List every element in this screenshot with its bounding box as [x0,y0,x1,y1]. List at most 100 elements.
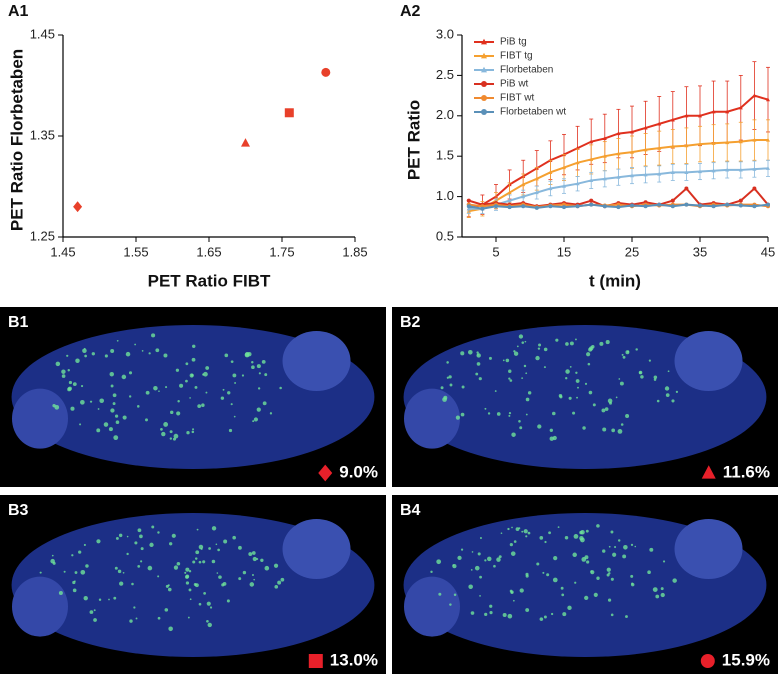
marker [711,109,716,114]
plaque [192,344,196,349]
plaque [198,602,202,606]
plaque [256,407,261,412]
plaque [189,598,192,601]
plaque [238,545,242,550]
plaque [280,577,285,582]
panel-label: A1 [8,3,29,20]
plaque [487,412,491,415]
marker [562,205,566,210]
plaque [548,531,551,535]
plaque [470,611,475,615]
plaque [151,333,156,338]
plaque [51,554,54,557]
plaque [202,373,205,376]
plaque [523,529,528,534]
plaque [160,428,163,431]
plaque [442,397,447,402]
plaque [576,396,578,399]
marker [481,52,487,59]
plaque [261,360,266,364]
plaque [83,543,86,547]
plaque [108,427,113,432]
marker [684,186,689,191]
marker [534,176,539,181]
plaque [604,407,609,411]
plaque [93,609,96,612]
plaque [460,548,464,551]
plaque [55,361,61,367]
plaque [99,398,105,404]
plaque [588,390,593,395]
plaque [110,349,115,353]
marker [657,171,662,176]
marker [766,166,770,170]
marker [548,170,553,174]
plaque [653,378,657,381]
plaque [217,548,220,552]
plaque [505,358,510,363]
marker [562,183,566,188]
plaque [610,530,614,534]
plaque [553,555,558,561]
plaque [622,554,627,559]
plaque [67,387,72,392]
marker [616,151,621,156]
plaque [184,571,187,574]
plaque [508,377,511,380]
plaque [238,577,242,581]
plaque [195,557,198,560]
plaque [196,528,199,531]
plaque [260,558,264,562]
plaque [622,355,626,359]
plaque [117,569,122,574]
plaque [550,612,554,616]
plaque [586,560,590,564]
plaque [525,397,530,402]
plaque [555,338,559,342]
plaque [85,564,89,568]
plaque [157,575,160,578]
plaque [626,350,630,353]
plaque [187,616,190,619]
plaque [557,526,560,529]
plaque [448,375,452,379]
plaque [461,385,465,389]
plaque [78,550,82,554]
marker [684,170,689,174]
marker [507,205,512,210]
marker [562,165,566,170]
plaque [537,424,542,429]
marker [481,38,487,45]
plaque [460,412,465,417]
x-tick-label: 1.75 [269,244,294,259]
plaque [251,365,255,370]
plaque [134,343,137,346]
plaque [116,339,119,342]
plaque [230,403,233,406]
marker [738,198,743,203]
plaque [125,351,131,357]
plaque [194,385,198,389]
plaque [634,545,637,548]
plaque [253,417,258,422]
plaque [195,550,200,555]
plaque [605,340,610,345]
plaque [653,375,658,379]
plaque [157,531,160,534]
plaque [619,381,624,386]
plaque [248,552,253,556]
plaque [68,380,73,385]
plaque [80,569,86,575]
plaque [234,382,237,384]
olfactory-bulb [404,388,460,449]
plaque [251,360,254,364]
plaque [274,585,279,589]
plaque [61,374,66,378]
plaque [508,414,511,417]
plaque [498,555,502,559]
cerebellum [282,519,351,579]
plaque [549,436,554,441]
plaque [585,529,589,533]
marker [752,137,757,142]
plaque [580,529,585,535]
